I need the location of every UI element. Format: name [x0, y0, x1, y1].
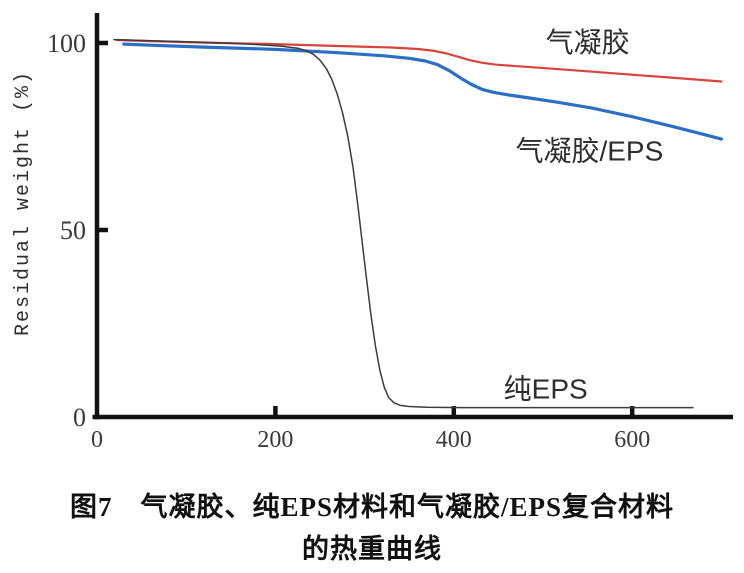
y-axis-title: Residual weight (%)	[12, 70, 35, 336]
tga-line-chart: 0 50 100 0 200 400 600 Residual weight (%) 气凝胶气凝…	[12, 13, 733, 453]
y-tick-label-100: 100	[47, 29, 86, 58]
x-tick-label-600: 600	[614, 427, 650, 453]
series-line-aerogel	[115, 38, 723, 83]
figure-caption-line1: 图7 气凝胶、纯EPS材料和气凝胶/EPS复合材料	[69, 492, 675, 522]
series-label-aerogel: 气凝胶	[546, 27, 630, 58]
series-label-pure-eps: 纯EPS	[504, 374, 588, 405]
x-tick-label-0: 0	[91, 427, 103, 453]
series-line-aerogel-eps	[122, 42, 723, 141]
figure-caption-line2: 的热重曲线	[302, 534, 442, 564]
figure-caption: 图7 气凝胶、纯EPS材料和气凝胶/EPS复合材料 的热重曲线	[0, 486, 744, 570]
series-label-aerogel-eps: 气凝胶/EPS	[515, 135, 663, 166]
series-line-pure-eps	[113, 38, 694, 409]
x-tick-label-400: 400	[436, 427, 472, 453]
y-tick-label-0: 0	[73, 403, 86, 432]
y-tick-label-50: 50	[60, 216, 86, 245]
x-tick-label-200: 200	[257, 427, 293, 453]
